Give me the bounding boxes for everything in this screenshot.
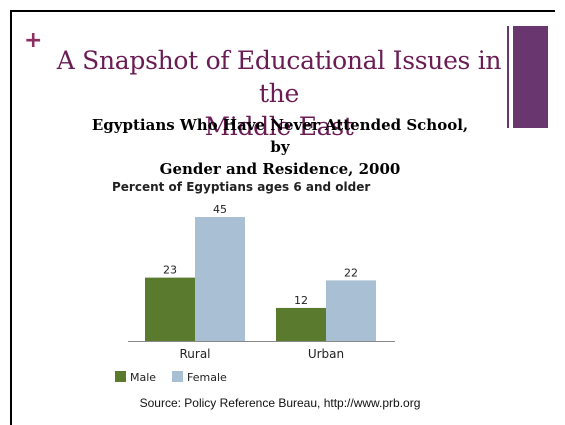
x-tick-label-rural: Rural [179,347,210,361]
plus-icon: + [24,28,43,53]
legend-swatch-male [115,371,126,382]
data-label-rural-male: 23 [163,264,177,277]
chart-subtitle-line-2: Gender and Residence, 2000 [159,160,401,178]
slide-title-line-2: Middle East [204,112,354,141]
bar-rural-female [195,217,245,341]
frame-left-line [10,10,12,425]
legend-label-female: Female [187,371,227,384]
slide-title: A Snapshot of Educational Issues in the … [44,44,514,143]
x-tick-label-urban: Urban [308,347,344,361]
chart-subtitle-line-1: Egyptians Who Have Never Attended School… [91,116,469,156]
slide-title-line-1: A Snapshot of Educational Issues in the [56,46,502,108]
bar-urban-female [326,280,376,341]
legend-label-male: Male [130,371,156,384]
bar-rural-male [145,277,195,341]
chart-title: Percent of Egyptians ages 6 and older [112,180,371,194]
data-label-urban-female: 22 [344,266,358,279]
source-note: Source: Policy Reference Bureau, http://… [139,396,421,410]
legend-swatch-female [172,371,183,382]
bar-urban-male [276,307,326,341]
frame-top-line [10,10,555,12]
data-label-rural-female: 45 [213,203,227,216]
data-label-urban-male: 12 [294,294,308,307]
accent-block [513,26,548,128]
accent-thin-bar [507,26,509,128]
chart-subtitle: Egyptians Who Have Never Attended School… [80,114,480,180]
